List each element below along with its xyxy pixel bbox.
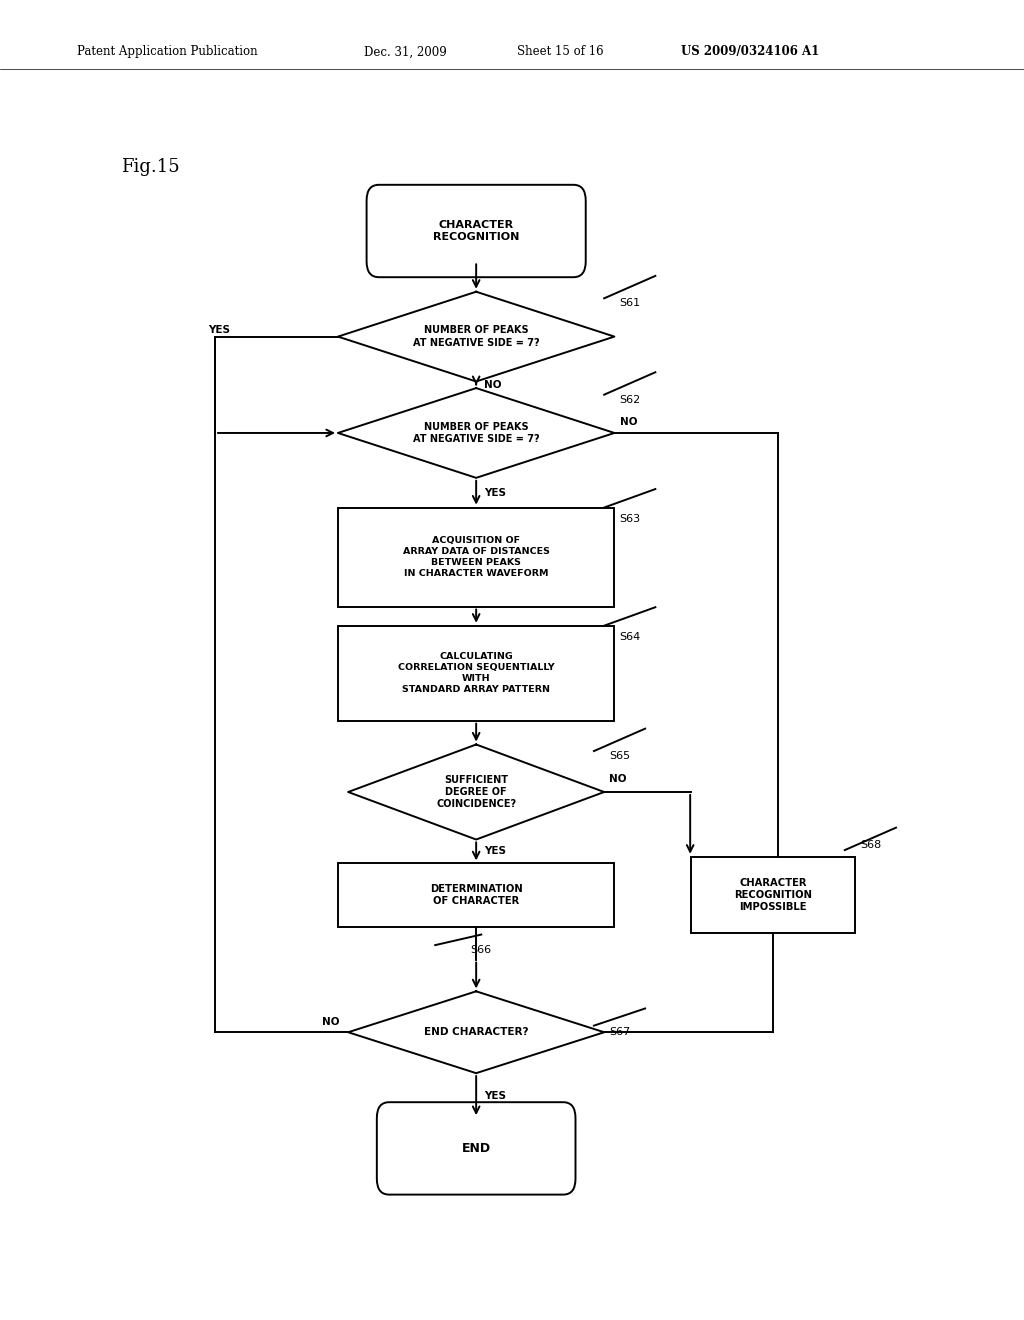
- Text: NUMBER OF PEAKS
AT NEGATIVE SIDE = 7?: NUMBER OF PEAKS AT NEGATIVE SIDE = 7?: [413, 326, 540, 347]
- Polygon shape: [338, 388, 614, 478]
- Text: SUFFICIENT
DEGREE OF
COINCIDENCE?: SUFFICIENT DEGREE OF COINCIDENCE?: [436, 775, 516, 809]
- Text: CALCULATING
CORRELATION SEQUENTIALLY
WITH
STANDARD ARRAY PATTERN: CALCULATING CORRELATION SEQUENTIALLY WIT…: [398, 652, 554, 694]
- Text: YES: YES: [484, 1090, 506, 1101]
- Polygon shape: [338, 292, 614, 381]
- Text: Fig.15: Fig.15: [121, 157, 179, 176]
- Text: CHARACTER
RECOGNITION: CHARACTER RECOGNITION: [433, 220, 519, 242]
- Bar: [338, 626, 614, 721]
- Text: S65: S65: [609, 751, 631, 762]
- Text: S66: S66: [471, 945, 492, 956]
- Text: YES: YES: [484, 846, 506, 857]
- Text: NO: NO: [484, 380, 502, 389]
- Bar: [338, 863, 614, 927]
- Text: END: END: [462, 1142, 490, 1155]
- Bar: [691, 857, 855, 933]
- Text: YES: YES: [209, 325, 230, 335]
- Text: S68: S68: [860, 840, 882, 850]
- Polygon shape: [348, 744, 604, 840]
- Text: END CHARACTER?: END CHARACTER?: [424, 1027, 528, 1038]
- FancyBboxPatch shape: [377, 1102, 575, 1195]
- Text: S64: S64: [620, 632, 641, 643]
- Text: S62: S62: [620, 395, 641, 405]
- Text: S63: S63: [620, 515, 641, 524]
- Text: CHARACTER
RECOGNITION
IMPOSSIBLE: CHARACTER RECOGNITION IMPOSSIBLE: [734, 878, 812, 912]
- Text: ACQUISITION OF
ARRAY DATA OF DISTANCES
BETWEEN PEAKS
IN CHARACTER WAVEFORM: ACQUISITION OF ARRAY DATA OF DISTANCES B…: [402, 536, 550, 578]
- FancyBboxPatch shape: [367, 185, 586, 277]
- Text: NO: NO: [620, 417, 637, 428]
- Polygon shape: [348, 991, 604, 1073]
- Bar: [338, 508, 614, 607]
- Text: NUMBER OF PEAKS
AT NEGATIVE SIDE = 7?: NUMBER OF PEAKS AT NEGATIVE SIDE = 7?: [413, 422, 540, 444]
- Text: Patent Application Publication: Patent Application Publication: [77, 45, 257, 58]
- Text: Sheet 15 of 16: Sheet 15 of 16: [517, 45, 604, 58]
- Text: US 2009/0324106 A1: US 2009/0324106 A1: [681, 45, 819, 58]
- Text: Dec. 31, 2009: Dec. 31, 2009: [364, 45, 446, 58]
- Text: S61: S61: [620, 298, 641, 309]
- Text: NO: NO: [323, 1016, 340, 1027]
- Text: DETERMINATION
OF CHARACTER: DETERMINATION OF CHARACTER: [430, 884, 522, 906]
- Text: S67: S67: [609, 1027, 631, 1038]
- Text: YES: YES: [484, 487, 506, 498]
- Text: NO: NO: [609, 774, 627, 784]
